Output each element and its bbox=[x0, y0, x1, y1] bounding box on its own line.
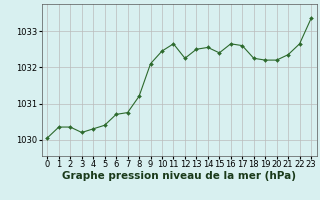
X-axis label: Graphe pression niveau de la mer (hPa): Graphe pression niveau de la mer (hPa) bbox=[62, 171, 296, 181]
